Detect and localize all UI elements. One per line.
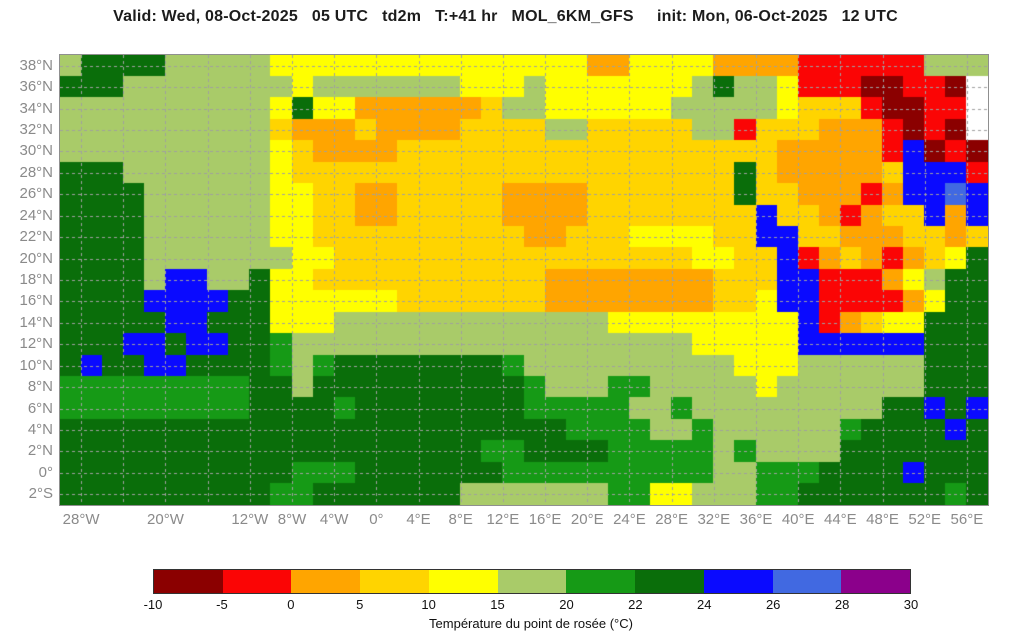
lon-tick-label: 24°E: [613, 511, 646, 528]
lat-tick-label: 28°N: [19, 163, 53, 181]
lat-tick-label: 32°N: [19, 121, 53, 138]
lon-tick-label: 4°E: [406, 511, 431, 528]
colorbar-tick-label: 30: [903, 597, 919, 612]
colorbar-tick-label: 10: [421, 597, 436, 612]
colorbar-tick-label: -10: [143, 597, 163, 612]
lon-tick-label: 16°E: [528, 511, 562, 528]
lat-tick-label: 22°N: [19, 228, 53, 246]
colorbar-tick-label: 26: [765, 597, 781, 612]
lon-tick-label: 8°E: [448, 511, 473, 528]
lat-tick-label: 34°N: [19, 99, 53, 117]
colorbar-segment: [703, 570, 773, 593]
lon-tick-label: 56°E: [950, 511, 984, 528]
lat-tick-label: 30°N: [19, 142, 53, 160]
colorbar-tick-label: 24: [697, 597, 712, 612]
colorbar-segment: [291, 570, 361, 593]
lat-tick-label: 0°: [38, 463, 53, 481]
colorbar-segment: [154, 570, 223, 593]
colorbar-segment: [841, 570, 911, 593]
colorbar-tick-label: 22: [628, 597, 643, 612]
colorbar-tick-label: 20: [559, 597, 574, 612]
colorbar-segment: [360, 570, 429, 593]
lon-tick-label: 36°E: [739, 511, 773, 528]
colorbar-segment: [497, 570, 567, 593]
lon-tick-label: 28°E: [655, 511, 688, 528]
lon-tick-label: 20°W: [147, 511, 184, 528]
lon-tick-label: 32°E: [697, 511, 731, 528]
colorbar-segment: [635, 570, 704, 593]
lat-tick-label: 26°N: [19, 185, 53, 203]
lon-tick-label: 4°W: [319, 511, 349, 528]
lon-tick-label: 52°E: [908, 511, 942, 528]
lat-tick-label: 2°N: [27, 442, 53, 460]
colorbar-segment: [222, 570, 292, 593]
lon-tick-label: 12°W: [231, 511, 269, 528]
colorbar-tick-label: 15: [490, 597, 505, 612]
lon-tick-label: 48°E: [866, 511, 899, 528]
lon-tick-label: 28°W: [62, 511, 100, 528]
lon-tick-label: 8°W: [277, 511, 307, 528]
map-plot-area: [59, 54, 989, 506]
colorbar-segment: [428, 570, 498, 593]
lat-tick-label: 18°N: [19, 271, 53, 288]
lat-tick-label: 6°N: [27, 399, 53, 417]
map-raster: [60, 55, 988, 505]
lat-tick-label: 24°N: [19, 206, 53, 224]
colorbar-tick-label: 5: [356, 597, 364, 612]
lat-tick-label: 38°N: [19, 56, 53, 74]
lat-tick-label: 4°N: [27, 421, 53, 438]
lat-tick-label: 36°N: [19, 78, 53, 96]
lat-tick-label: 10°N: [19, 356, 53, 374]
colorbar-tick-label: 0: [287, 597, 295, 612]
lat-tick-label: 14°N: [19, 313, 53, 331]
page-title: Valid: Wed, 08-Oct-2025 05 UTC td2m T:+4…: [113, 8, 898, 25]
lon-tick-label: 0°: [369, 511, 384, 528]
colorbar-segment: [772, 570, 842, 593]
colorbar-caption: Température du point de rosée (°C): [429, 616, 633, 631]
lon-tick-label: 40°E: [781, 511, 815, 528]
lat-tick-label: 8°N: [27, 378, 53, 396]
lat-tick-label: 2°S: [28, 485, 53, 503]
lon-tick-label: 20°E: [570, 511, 604, 528]
lat-tick-label: 12°N: [19, 335, 53, 353]
lat-tick-label: 16°N: [19, 292, 53, 310]
lon-tick-label: 12°E: [486, 511, 520, 528]
lon-tick-label: 44°E: [824, 511, 857, 528]
colorbar-segment: [566, 570, 636, 593]
lat-tick-label: 20°N: [19, 249, 53, 267]
colorbar-tick-label: -5: [216, 597, 228, 612]
colorbar-tick-label: 28: [834, 597, 850, 612]
colorbar: [153, 569, 911, 594]
